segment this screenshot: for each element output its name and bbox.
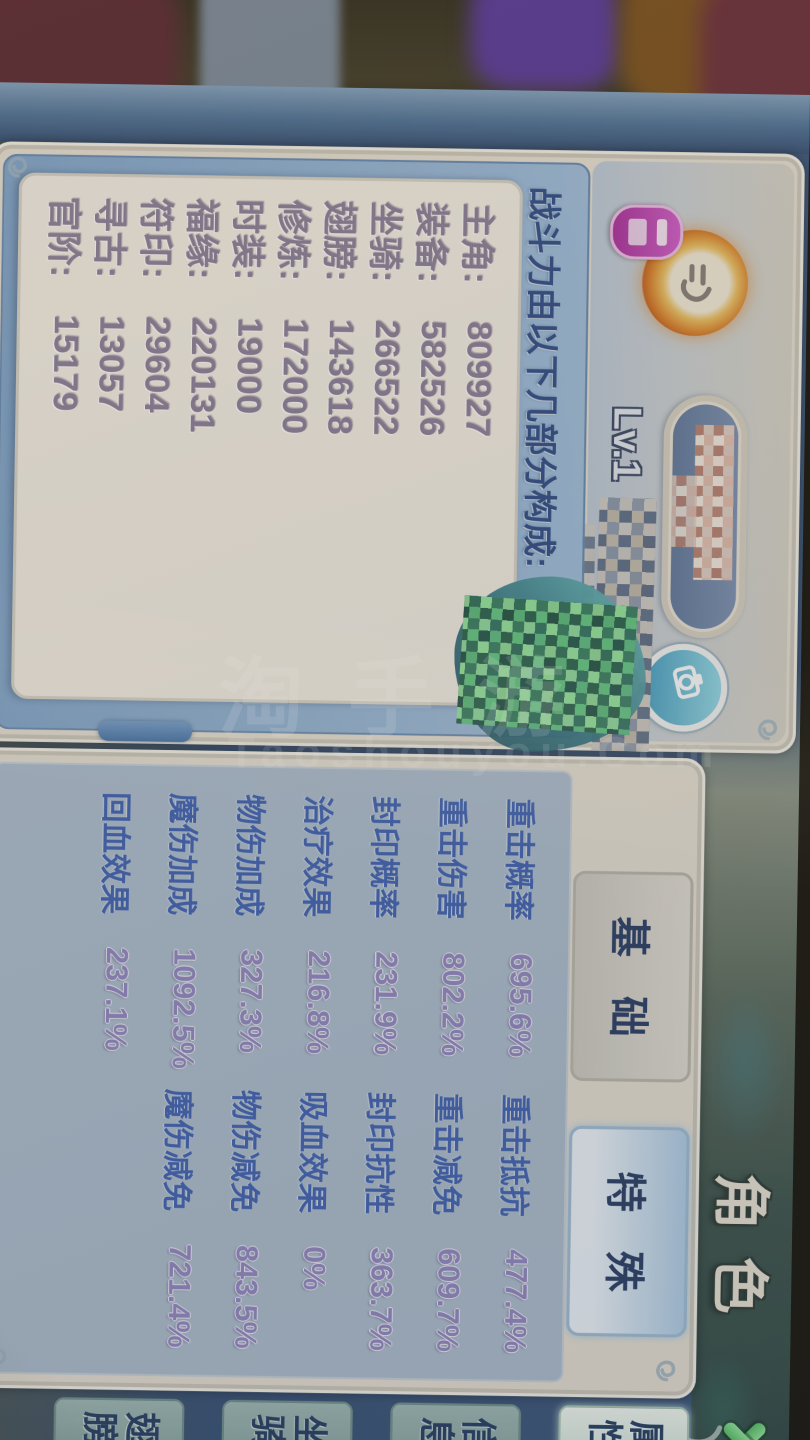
power-label: 时装: xyxy=(226,199,267,281)
stat-value: 327.3% xyxy=(232,948,269,1054)
power-value: 143618 xyxy=(320,318,361,436)
vip-badge xyxy=(609,204,684,261)
power-value: 13057 xyxy=(90,315,132,413)
stat-value: 1092.5% xyxy=(165,947,201,1070)
side-tab-wings[interactable]: 翅膀 xyxy=(53,1397,185,1440)
camera-icon xyxy=(672,665,703,699)
side-tab-attributes[interactable]: 属性 xyxy=(557,1404,690,1440)
stat-value: 609.7% xyxy=(430,1247,466,1353)
power-value: 172000 xyxy=(274,318,315,435)
stat-label: 封印概率 xyxy=(365,796,402,919)
censored-pet-mosaic xyxy=(456,595,638,736)
censored-name-mosaic xyxy=(671,475,697,548)
power-label: 寻古: xyxy=(88,196,129,279)
stat-row: 重击伤害 802.2% 重击减免 609.7% xyxy=(412,797,488,1379)
stat-value: 0% xyxy=(296,1245,331,1291)
stat-value: 721.4% xyxy=(160,1243,197,1348)
character-name-pill[interactable] xyxy=(660,394,749,639)
stat-label: 重击抵抗 xyxy=(495,1093,532,1217)
stat-row: 封印概率 231.9% 封印抗性 363.7% xyxy=(345,796,421,1378)
tab-basic[interactable]: 基础 xyxy=(570,870,694,1083)
power-value: 809927 xyxy=(457,321,499,438)
stat-value: 363.7% xyxy=(362,1246,399,1352)
power-value: 582526 xyxy=(411,320,453,437)
stat-label: 魔伤加成 xyxy=(163,792,200,916)
special-stats-grid: 重击概率 695.6% 重击抵抗 477.4% 重击伤害 802.2% 重击减免 609… xyxy=(0,761,573,1383)
stat-label: 物伤加成 xyxy=(230,793,267,917)
avatar-glyph xyxy=(680,264,712,302)
stat-label: 治疗效果 xyxy=(298,794,334,918)
close-icon[interactable] xyxy=(715,1414,775,1440)
camera-button[interactable] xyxy=(638,643,728,733)
stat-row: 治疗效果 216.8% 吸血效果 0% xyxy=(278,795,354,1377)
stat-label: 重击伤害 xyxy=(432,797,469,920)
side-tab-mount[interactable]: 坐骑 xyxy=(221,1399,353,1440)
stat-label xyxy=(112,1088,114,1243)
close-flourish-decal xyxy=(682,1425,723,1440)
avatar-emblem-icon[interactable] xyxy=(640,229,749,337)
room-background xyxy=(0,0,810,150)
power-value: 29604 xyxy=(136,316,178,414)
stat-row: 物伤加成 327.3% 物伤减免 843.5% xyxy=(210,794,286,1376)
stat-value: 695.6% xyxy=(502,953,538,1058)
character-power-panel: Lv.1 战斗力由以下几部分构成: 主角: 809927 装备: 582526 坐骑… xyxy=(0,141,805,754)
tab-special[interactable]: 特殊 xyxy=(566,1125,690,1338)
cloud-swirl-ornament xyxy=(0,1348,7,1369)
attributes-panel: 基础 特殊 重击概率 695.6% 重击抵抗 477.4% 重击伤害 802.2% 重… xyxy=(0,747,706,1399)
stat-label: 重击减免 xyxy=(428,1092,464,1216)
page-title: 角色 xyxy=(702,1173,787,1341)
battle-power-caption: 战斗力由以下几部分构成: xyxy=(519,186,564,569)
stat-row: 重击概率 695.6% 重击抵抗 477.4% xyxy=(480,798,556,1380)
stat-label: 吸血效果 xyxy=(293,1090,330,1214)
battle-power-list: 主角: 809927 装备: 582526 坐骑: 266522 翅膀: 143618 … xyxy=(10,172,524,707)
power-label: 福缘: xyxy=(180,198,221,280)
stat-value xyxy=(109,1243,111,1374)
stat-value: 216.8% xyxy=(300,950,336,1055)
power-value: 19000 xyxy=(228,317,269,415)
stat-value: 802.2% xyxy=(434,952,471,1057)
power-label: 主角: xyxy=(456,202,497,285)
stat-label: 魔伤减免 xyxy=(158,1088,195,1212)
side-tab-info[interactable]: 信息 xyxy=(389,1402,522,1440)
stat-label: 物伤减免 xyxy=(226,1089,262,1213)
page-title-text: 角色 xyxy=(706,1172,774,1341)
side-tab-label: 属性 xyxy=(581,1414,666,1440)
cloud-swirl-ornament xyxy=(656,1360,676,1382)
background-blob xyxy=(470,0,620,90)
game-screen: 角色 xyxy=(0,82,810,1440)
power-row: 官阶: 15179 xyxy=(36,196,90,696)
power-label: 翅膀: xyxy=(318,200,359,283)
character-name-field xyxy=(670,403,739,630)
power-label: 修炼: xyxy=(272,199,313,282)
power-label: 坐骑: xyxy=(364,201,405,283)
panel-notch-handle xyxy=(98,720,193,743)
side-tab-label: 信息 xyxy=(413,1411,498,1440)
stat-value: 237.1% xyxy=(98,946,134,1052)
side-tab-label: 翅膀 xyxy=(76,1406,161,1440)
cloud-swirl-ornament xyxy=(757,719,778,741)
stat-label: 重击概率 xyxy=(500,798,536,922)
side-tab-label: 坐骑 xyxy=(245,1408,330,1440)
stat-label: 回血效果 xyxy=(96,791,132,915)
character-level: Lv.1 xyxy=(603,405,649,482)
stat-value: 843.5% xyxy=(228,1244,264,1350)
tab-basic-label: 基础 xyxy=(603,916,652,1076)
power-label: 装备: xyxy=(410,201,451,284)
power-label: 符印: xyxy=(134,197,175,280)
profile-zone: Lv.1 xyxy=(548,160,795,752)
stat-row: 魔伤加成 1092.5% 魔伤减免 721.4% xyxy=(143,793,219,1375)
power-value: 266522 xyxy=(365,319,407,436)
stat-row: 回血效果 237.1% xyxy=(76,792,152,1374)
power-value: 15179 xyxy=(45,314,86,412)
tab-special-label: 特殊 xyxy=(599,1171,648,1331)
censored-name-mosaic xyxy=(693,424,735,581)
stat-value: 477.4% xyxy=(497,1248,533,1354)
cloud-swirl-ornament xyxy=(7,156,27,178)
power-value: 220131 xyxy=(182,316,223,434)
stat-value: 231.9% xyxy=(367,951,403,1056)
power-label: 官阶: xyxy=(43,196,84,278)
stat-label: 封印抗性 xyxy=(360,1091,397,1215)
